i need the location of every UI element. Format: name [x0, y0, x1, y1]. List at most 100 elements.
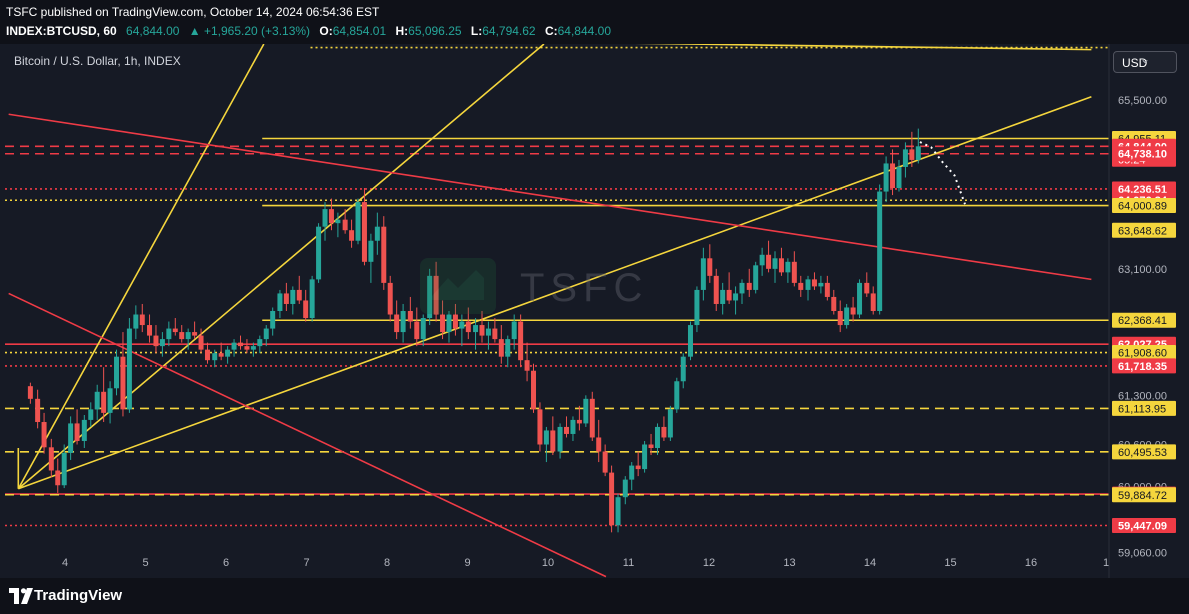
price-label-text: 61,113.95	[1118, 403, 1166, 415]
candle-body	[531, 370, 537, 410]
price-label-5: 64,000.89	[1112, 198, 1176, 214]
candle-body	[602, 451, 608, 473]
candle-98	[667, 405, 673, 441]
candle-body	[114, 356, 120, 389]
currency-button[interactable]: USD	[1113, 48, 1177, 73]
candle-body	[433, 275, 439, 315]
candle-95	[648, 433, 654, 456]
price-label-6: 63,648.62	[1112, 222, 1176, 238]
candle-body	[902, 149, 908, 167]
candle-4	[55, 458, 61, 493]
candle-body	[667, 409, 673, 438]
candle-41	[296, 275, 302, 304]
trend-line-6	[8, 292, 607, 578]
candle-body	[550, 430, 556, 452]
candle-45	[322, 202, 328, 241]
candle-11	[101, 367, 107, 423]
candle-body	[139, 314, 145, 326]
candle-body	[791, 261, 797, 283]
y-tick-label: 61,300.00	[1118, 390, 1167, 402]
candle-8	[81, 414, 87, 449]
candle-93	[635, 451, 641, 477]
trend-line-4	[631, 44, 1092, 51]
low-value: 64,794.62	[482, 24, 536, 38]
candle-68	[473, 318, 479, 350]
candle-42	[303, 289, 309, 322]
close-value: 64,844.00	[557, 24, 612, 38]
candle-35	[257, 335, 263, 354]
candle-body	[407, 311, 413, 322]
candle-body	[126, 328, 132, 410]
candle-108	[733, 286, 739, 315]
candle-56	[394, 300, 400, 340]
candle-6	[68, 416, 74, 460]
candle-9	[88, 402, 94, 427]
candle-73	[505, 335, 511, 368]
candle-body	[48, 447, 54, 471]
price-label-box	[1112, 312, 1176, 328]
candle-78	[537, 402, 543, 452]
candle-59	[414, 307, 420, 347]
candle-body	[179, 332, 185, 340]
candle-74	[511, 314, 517, 350]
candle-90	[615, 493, 621, 533]
candle-71	[492, 318, 498, 343]
candle-body	[583, 398, 589, 424]
candle-body	[316, 226, 322, 280]
candle-body	[629, 465, 635, 480]
x-tick-label: 9	[464, 557, 470, 569]
x-tick-label: 7	[303, 557, 309, 569]
candle-54	[381, 216, 387, 290]
price-label-text: 64,000.89	[1118, 201, 1167, 213]
candle-57	[400, 303, 406, 343]
watermark-text: TSFC	[520, 266, 649, 310]
price-label-text: 60,495.53	[1118, 447, 1167, 459]
candle-body	[857, 282, 863, 315]
candle-82	[564, 416, 570, 438]
trend-line-1	[17, 44, 545, 490]
candle-body	[263, 328, 269, 340]
candle-83	[570, 416, 576, 441]
candle-118	[798, 275, 804, 297]
candle-body	[257, 339, 263, 347]
price-chart[interactable]: 65,500.0063,100.0061,300.0060,600.0060,0…	[0, 44, 1189, 578]
candle-58	[407, 296, 413, 329]
candle-body	[465, 321, 471, 333]
candle-body	[837, 311, 843, 326]
candle-body	[212, 353, 218, 361]
candle-94	[642, 440, 648, 473]
tradingview-brand: TradingView	[34, 587, 123, 604]
candle-16	[133, 305, 139, 340]
x-tick-label: 8	[384, 557, 390, 569]
x-tick-label: 12	[703, 557, 715, 569]
candle-body	[237, 342, 243, 347]
x-tick-label: 15	[944, 557, 956, 569]
candle-body	[733, 293, 739, 301]
candle-136	[915, 128, 921, 164]
price-axis-ticks: 65,500.0063,100.0061,300.0060,600.0060,0…	[1118, 95, 1167, 559]
candle-43	[309, 275, 315, 322]
candle-body	[648, 444, 654, 449]
candle-0	[27, 382, 33, 404]
candle-body	[909, 149, 915, 160]
candle-102	[694, 286, 700, 333]
candle-body	[518, 321, 524, 361]
candle-body	[694, 289, 700, 326]
high-label: H:	[395, 24, 409, 38]
candle-37	[270, 307, 276, 336]
price-label-text: 59,447.09	[1118, 521, 1167, 533]
symbol-ohlc-row: INDEX:BTCUSD, 60 64,844.00 ▲ +1,965.20 (…	[6, 24, 611, 38]
candle-body	[687, 325, 693, 357]
candle-52	[368, 233, 374, 283]
candle-127	[857, 279, 863, 319]
candle-106	[720, 282, 726, 315]
candle-body	[831, 296, 837, 311]
x-tick-label: 11	[623, 557, 634, 569]
candle-body	[61, 452, 67, 486]
candle-body	[707, 258, 713, 276]
candle-body	[524, 360, 530, 371]
candle-body	[420, 318, 426, 340]
candle-body	[498, 339, 504, 357]
candle-body	[844, 307, 850, 326]
candle-body	[915, 146, 921, 160]
